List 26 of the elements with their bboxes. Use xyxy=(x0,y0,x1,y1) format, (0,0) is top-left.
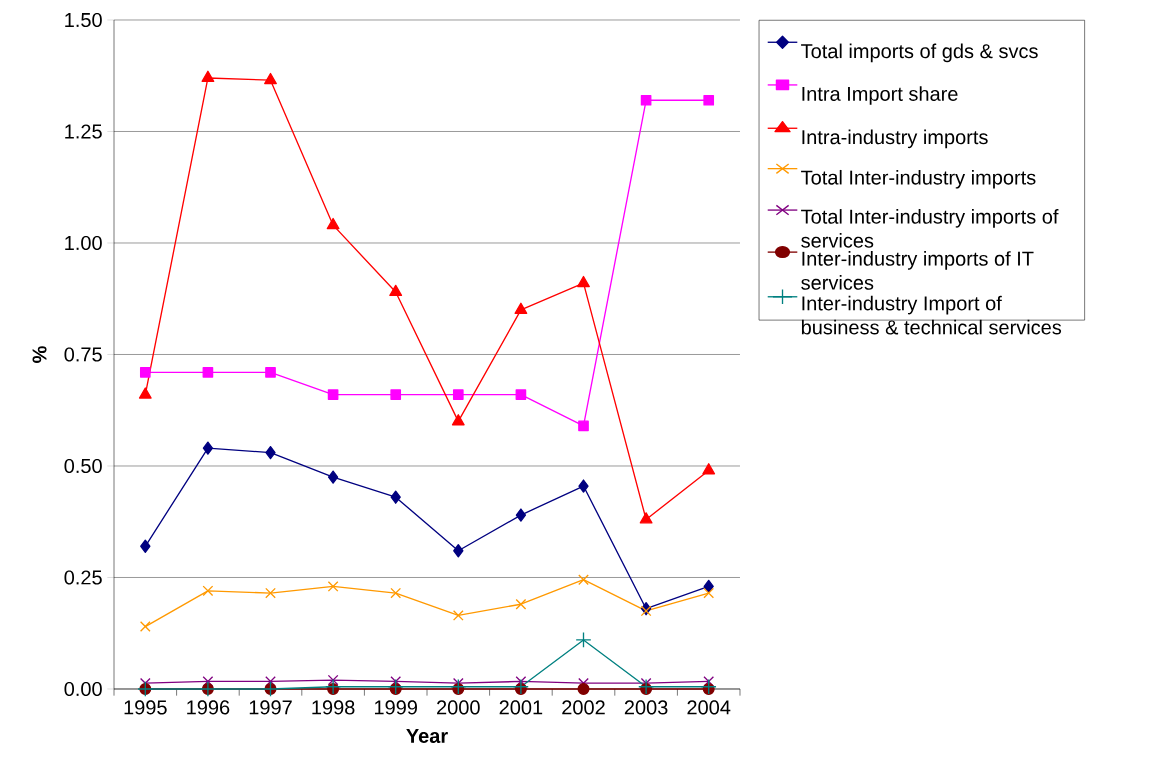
x-tick-label: 1997 xyxy=(249,700,292,715)
legend-label: Intra-industry imports xyxy=(802,129,988,149)
legend-label: Total imports of gds & svcs xyxy=(801,43,1038,63)
x-tick-label: 1998 xyxy=(312,700,355,715)
x-tick-label: 1999 xyxy=(374,700,417,715)
y-tick-label: 1.25 xyxy=(65,124,102,139)
x-axis-title: Year xyxy=(406,729,448,743)
x-tick-label: 2003 xyxy=(624,700,668,715)
y-axis-title: % xyxy=(32,346,47,363)
y-tick-label: 0.50 xyxy=(64,458,102,474)
legend-label: Total Inter-industry imports xyxy=(801,169,1036,189)
x-tick-label: 2000 xyxy=(437,700,480,715)
y-tick-label: 1.50 xyxy=(65,12,102,28)
y-tick-label: 0.75 xyxy=(64,347,102,362)
x-tick-label: 2004 xyxy=(687,700,731,715)
x-tick-label: 2001 xyxy=(499,700,543,715)
x-tick-label: 1995 xyxy=(124,700,167,715)
legend-label: Inter-industry Import of business & technical services xyxy=(801,295,1062,335)
y-tick-label: 1.00 xyxy=(65,235,102,251)
legend-label: Inter-industry imports of IT services xyxy=(801,251,1034,290)
x-tick-label: 2002 xyxy=(562,700,605,715)
x-tick-label: 1996 xyxy=(187,700,230,715)
y-tick-label: 0.25 xyxy=(64,570,102,585)
legend-label: Intra Import share xyxy=(802,86,958,105)
y-tick-label: 0.00 xyxy=(64,681,102,697)
legend-label: Total Inter-industry imports of services xyxy=(801,209,1059,248)
